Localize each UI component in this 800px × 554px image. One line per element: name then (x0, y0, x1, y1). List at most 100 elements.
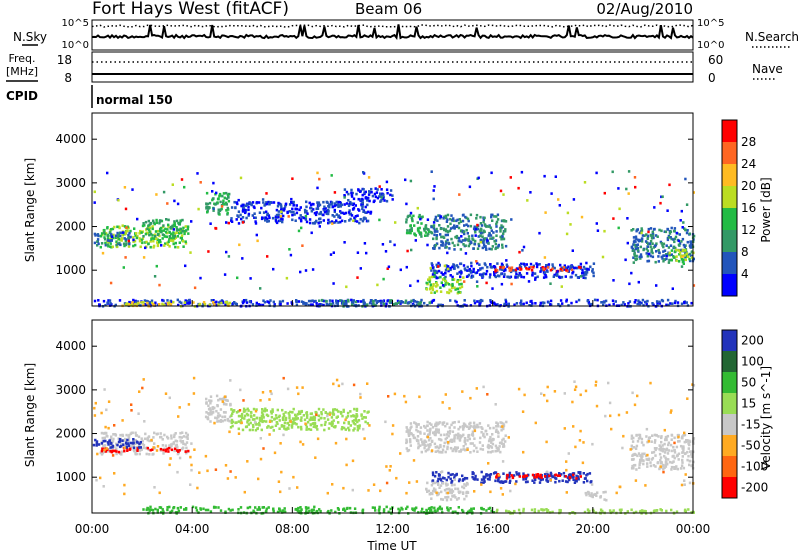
velocity-cell (422, 511, 426, 514)
power-cell (172, 228, 175, 231)
power-cell (683, 254, 686, 257)
power-cell (330, 174, 333, 177)
velocity-cell (189, 483, 192, 486)
power-cell (357, 189, 360, 192)
power-cell (635, 229, 638, 233)
velocity-cell (224, 464, 228, 467)
power-cell (649, 240, 653, 243)
power-cell (319, 220, 322, 224)
power-cell (658, 251, 661, 255)
velocity-cell (415, 506, 418, 510)
velocity-cell (644, 484, 647, 487)
power-cell (280, 208, 283, 211)
power-cell (179, 219, 182, 222)
power-cell (466, 269, 469, 272)
power-cell (318, 177, 321, 181)
power-cell (520, 299, 523, 303)
velocity-cell (450, 483, 454, 487)
velocity-colorbar-frame (721, 329, 738, 499)
power-cell (447, 269, 450, 273)
power-cell (344, 211, 348, 215)
power-cell (634, 240, 637, 243)
power-cell (132, 236, 135, 239)
power-cell (612, 302, 615, 306)
velocity-cell (690, 511, 693, 514)
power-cell (680, 209, 683, 213)
power-cell (502, 232, 505, 236)
power-cell (177, 232, 181, 235)
power-cell (416, 279, 420, 283)
power-cell (372, 200, 375, 204)
velocity-cell (608, 401, 612, 405)
velocity-cell (437, 431, 441, 434)
power-cell (430, 262, 433, 265)
power-cell (665, 254, 668, 258)
power-cell (380, 199, 383, 202)
power-cell (129, 229, 132, 233)
velocity-cell (280, 470, 283, 474)
velocity-cell (284, 418, 288, 421)
velocity-cell (432, 431, 435, 434)
power-cell (432, 224, 436, 227)
power-cell (635, 237, 638, 241)
velocity-cell (684, 510, 687, 513)
power-cell (531, 274, 534, 277)
power-cell (337, 215, 340, 218)
power-cell (316, 207, 320, 210)
velocity-cell (582, 441, 585, 444)
power-cell (494, 247, 497, 251)
velocity-cell (497, 477, 500, 481)
velocity-cell (681, 435, 684, 438)
power-cell (512, 269, 515, 272)
power-cell (569, 275, 572, 279)
velocity-cell (95, 442, 98, 445)
velocity-cell (433, 442, 437, 446)
power-cell (627, 192, 630, 195)
velocity-cell (146, 507, 150, 510)
velocity-cell (160, 435, 163, 439)
velocity-cell (141, 442, 144, 446)
velocity-cell (431, 479, 434, 483)
velocity-cell (366, 382, 369, 385)
velocity-cell (382, 509, 386, 513)
velocity-cell (482, 508, 485, 511)
power-cell (215, 202, 218, 206)
velocity-cell (353, 414, 356, 418)
power-cell (138, 232, 141, 235)
power-cell (632, 228, 635, 231)
velocity-cell (625, 411, 629, 414)
power-cell (255, 233, 258, 237)
power-cell (671, 287, 674, 290)
power-cell (192, 301, 195, 304)
velocity-cell (300, 419, 303, 422)
velocity-cell (118, 438, 122, 441)
velocity-cell (218, 414, 222, 417)
velocity-cell (247, 409, 250, 412)
power-cell (378, 185, 381, 188)
power-cell (452, 278, 456, 281)
power-cell (335, 203, 338, 207)
power-cell (318, 217, 321, 221)
power-cell (668, 253, 672, 257)
velocity-cell (190, 468, 193, 472)
power-cell (186, 225, 190, 228)
velocity-cell (276, 408, 279, 412)
power-cell (339, 210, 342, 213)
power-cell (300, 226, 303, 230)
power-cell (477, 235, 480, 238)
velocity-cell (229, 403, 232, 407)
velocity-cell (286, 387, 290, 391)
power-cell (233, 200, 236, 204)
velocity-cell (690, 455, 693, 459)
power-cell (503, 219, 506, 222)
power-cell (119, 243, 122, 247)
velocity-cell (484, 476, 487, 479)
velocity-cell (461, 508, 464, 512)
velocity-cell (276, 510, 280, 514)
velocity-cell (287, 411, 290, 415)
velocity-cell (524, 477, 528, 481)
velocity-cell (673, 436, 676, 440)
velocity-cell (128, 448, 132, 451)
power-cell (387, 265, 391, 269)
velocity-cell (462, 510, 465, 513)
